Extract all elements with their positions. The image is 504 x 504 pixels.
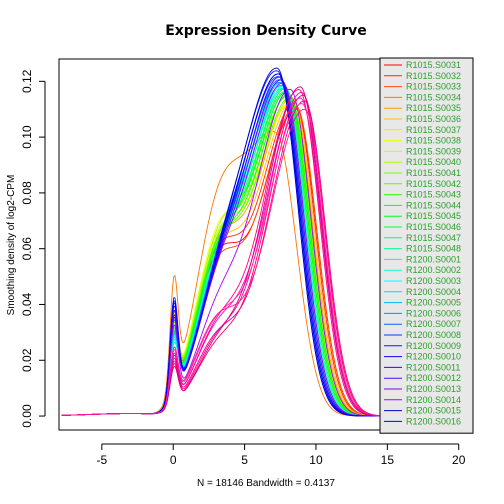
y-tick-label: 0.00 xyxy=(20,404,34,428)
legend-label: R1015.S0033 xyxy=(406,82,461,92)
legend-label: R1015.S0042 xyxy=(406,179,461,189)
x-tick-label: 5 xyxy=(241,453,248,467)
legend-label: R1015.S0044 xyxy=(406,200,461,210)
density-curve-magenta-h xyxy=(61,108,395,417)
legend-label: R1200.S0010 xyxy=(406,352,461,362)
y-tick-label: 0.08 xyxy=(20,181,34,205)
legend-label: R1015.S0036 xyxy=(406,114,461,124)
legend-label: R1200.S0011 xyxy=(406,362,460,372)
legend-label: R1200.S0016 xyxy=(406,416,461,426)
legend-label: R1015.S0047 xyxy=(406,233,461,243)
legend-label: R1015.S0032 xyxy=(406,71,461,81)
legend-label: R1015.S0046 xyxy=(406,222,461,232)
legend-label: R1200.S0007 xyxy=(406,319,461,329)
legend-label: R1200.S0004 xyxy=(406,287,461,297)
chart-title: Expression Density Curve xyxy=(165,23,367,39)
legend-label: R1200.S0005 xyxy=(406,298,461,308)
legend-label: R1015.S0041 xyxy=(406,168,461,178)
legend-label: R1200.S0014 xyxy=(406,395,461,405)
legend-label: R1015.S0045 xyxy=(406,211,461,221)
legend-box xyxy=(379,57,474,434)
legend-label: R1015.S0035 xyxy=(406,103,461,113)
density-curves xyxy=(61,67,395,417)
x-tick-label: 15 xyxy=(381,453,395,467)
legend-label: R1015.S0038 xyxy=(406,136,461,146)
x-tick-label: 0 xyxy=(170,453,177,467)
y-tick-label: 0.02 xyxy=(20,348,34,372)
y-tick-label: 0.12 xyxy=(20,69,34,93)
y-axis: 0.00 0.02 0.04 0.06 0.08 0.10 0.12 xyxy=(20,69,46,428)
legend-label: R1200.S0015 xyxy=(406,406,461,416)
y-tick-label: 0.10 xyxy=(20,125,34,149)
legend-label: R1015.S0040 xyxy=(406,157,461,167)
legend-label: R1015.S0039 xyxy=(406,146,461,156)
x-axis-label: N = 18146 Bandwidth = 0.4137 xyxy=(197,478,335,489)
legend-label: R1200.S0013 xyxy=(406,384,461,394)
x-tick-label: 20 xyxy=(452,453,466,467)
y-tick-label: 0.04 xyxy=(20,292,34,316)
legend-label: R1200.S0009 xyxy=(406,341,461,351)
y-tick-label: 0.06 xyxy=(20,237,34,261)
legend-label: R1200.S0012 xyxy=(406,373,461,383)
legend-label: R1200.S0008 xyxy=(406,330,461,340)
density-curve-R1200.S0015 xyxy=(61,67,395,417)
legend-label: R1200.S0003 xyxy=(406,276,461,286)
legend-label: R1015.S0048 xyxy=(406,244,461,254)
x-tick-label: 10 xyxy=(309,453,323,467)
legend-label: R1015.S0037 xyxy=(406,125,461,135)
legend: R1015.S0031R1015.S0032R1015.S0033R1015.S… xyxy=(379,57,474,434)
x-axis: -5 0 5 10 15 20 xyxy=(96,443,466,467)
legend-label: R1200.S0001 xyxy=(406,254,461,264)
legend-label: R1015.S0043 xyxy=(406,190,461,200)
x-tick-label: -5 xyxy=(96,453,107,467)
legend-label: R1200.S0006 xyxy=(406,308,461,318)
legend-label: R1015.S0034 xyxy=(406,92,461,102)
legend-label: R1015.S0031 xyxy=(406,60,461,70)
legend-label: R1200.S0002 xyxy=(406,265,461,275)
y-axis-label: Smoothing density of log2-CPM xyxy=(6,175,17,316)
